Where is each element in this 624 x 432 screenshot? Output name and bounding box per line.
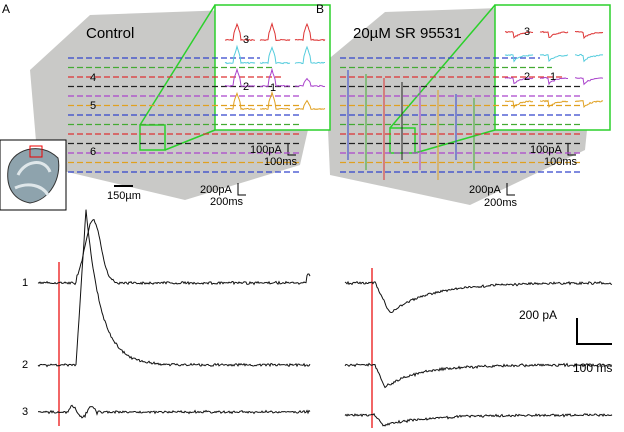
panel-title: Control xyxy=(86,25,134,42)
inset-label: 3 xyxy=(243,34,249,46)
scale-label: 150µm xyxy=(107,190,141,202)
recording-trace xyxy=(37,209,311,368)
inset-trace xyxy=(539,76,568,86)
inset-trace xyxy=(504,76,534,85)
inset-label: 2 xyxy=(243,81,249,93)
zoom-link xyxy=(164,129,216,151)
inset-trace xyxy=(294,22,326,42)
recording-trace xyxy=(37,219,311,286)
inset-trace xyxy=(259,45,291,65)
inset-trace xyxy=(504,31,534,39)
scale-label: 200pA xyxy=(469,184,501,196)
scale-label: 200ms xyxy=(484,197,518,209)
trace-label: 3 xyxy=(22,406,28,418)
inset-trace xyxy=(539,30,569,39)
scale-bar xyxy=(576,318,612,345)
thumbnail-brain xyxy=(7,148,60,204)
inset-trace xyxy=(574,53,604,63)
scale-bar xyxy=(237,183,246,196)
inset-trace xyxy=(294,77,326,88)
recording-trace xyxy=(344,280,613,314)
scale-bar xyxy=(287,143,296,156)
inset-trace xyxy=(224,44,256,65)
inset-trace xyxy=(224,67,256,88)
scale-label: 100pA xyxy=(250,144,282,156)
inset-trace xyxy=(259,67,291,88)
inset-trace xyxy=(574,99,604,108)
inset-trace xyxy=(260,90,291,111)
scale-bar xyxy=(567,143,576,156)
trace-label: 1 xyxy=(22,277,28,289)
inset-trace xyxy=(574,77,604,86)
row-label: 6 xyxy=(90,146,96,158)
inset-label: 1 xyxy=(550,71,556,83)
scale-label: 100ms xyxy=(264,156,298,168)
inset-trace xyxy=(294,99,326,111)
inset-trace xyxy=(504,54,534,63)
inset-trace xyxy=(504,100,534,110)
row-label: 4 xyxy=(90,72,96,84)
inset-trace xyxy=(259,22,291,42)
trace-label: 2 xyxy=(22,359,28,371)
panel-label: B xyxy=(316,2,324,16)
scale-bar xyxy=(506,183,515,196)
inset-trace xyxy=(224,22,256,42)
thumbnail-detail xyxy=(14,161,52,196)
inset-trace xyxy=(294,45,325,65)
scale-label: 200pA xyxy=(200,184,232,196)
inset-label: 1 xyxy=(270,82,276,94)
inset-label: 3 xyxy=(524,26,530,38)
panel-title: 20µM SR 95531 xyxy=(353,25,462,42)
scale-label: 100ms xyxy=(544,156,578,168)
inset-trace xyxy=(539,54,569,62)
zoom-link xyxy=(414,129,496,154)
scale-label: 200 pA xyxy=(519,308,557,322)
inset-trace xyxy=(224,91,256,111)
recording-trace xyxy=(37,404,311,419)
recording-trace xyxy=(344,362,613,389)
layout xyxy=(0,4,613,428)
inset-trace xyxy=(539,99,569,108)
scale-label: 100pA xyxy=(530,144,562,156)
scale-label: 100 ms xyxy=(573,361,612,375)
row-label: 5 xyxy=(90,100,96,112)
panel-label: A xyxy=(2,2,10,16)
zoom-link xyxy=(389,4,496,129)
inset-trace xyxy=(574,30,604,40)
recording-trace xyxy=(344,412,613,427)
scale-label: 200ms xyxy=(210,196,244,208)
inset-label: 2 xyxy=(524,71,530,83)
thumbnail-marker xyxy=(29,145,43,158)
